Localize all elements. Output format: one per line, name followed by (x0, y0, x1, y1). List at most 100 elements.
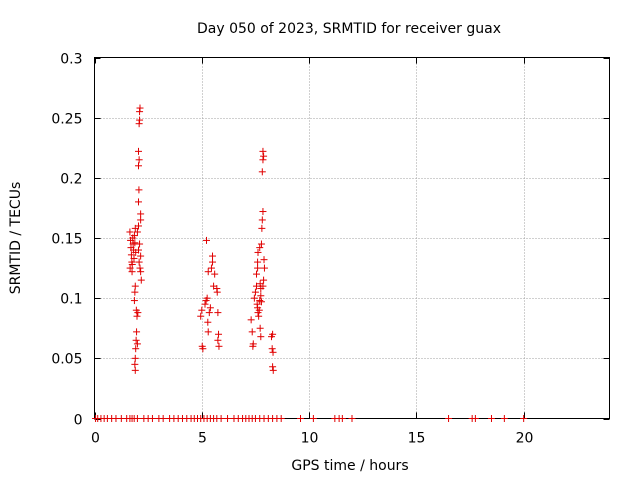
data-point (203, 236, 211, 244)
data-point (137, 210, 145, 218)
data-point (131, 360, 139, 368)
x-tick-label: 20 (516, 431, 534, 447)
data-point (131, 282, 139, 290)
data-point (248, 328, 256, 336)
data-point (348, 415, 356, 422)
data-point (135, 156, 143, 164)
data-point (258, 216, 266, 224)
data-point (133, 312, 141, 320)
data-point (133, 228, 141, 236)
data-point (277, 415, 285, 422)
data-point (257, 333, 265, 341)
y-tick-label: 0.2 (60, 172, 82, 188)
y-tick-label: 0 (74, 413, 83, 429)
data-point (254, 248, 262, 256)
data-point (131, 366, 139, 374)
x-tick-label: 15 (408, 431, 426, 447)
x-tick-label: 10 (301, 431, 319, 447)
data-point (254, 258, 262, 266)
data-point (204, 328, 212, 336)
data-point (133, 415, 141, 422)
y-tick-label: 0.15 (51, 232, 82, 248)
data-point (197, 312, 205, 320)
data-point (132, 345, 140, 353)
data-point (269, 366, 277, 374)
x-tick-label: 5 (198, 431, 207, 447)
y-tick-label: 0.05 (51, 352, 82, 368)
data-point (269, 348, 277, 356)
data-point (520, 415, 528, 422)
data-point (126, 228, 134, 236)
data-point (256, 244, 264, 252)
data-point (204, 268, 212, 276)
data-point (259, 208, 267, 216)
data-point (253, 270, 261, 278)
data-point (137, 216, 145, 224)
data-points (92, 104, 528, 422)
data-point (131, 288, 139, 296)
y-axis-label: SRMTID / TECUs (8, 182, 24, 295)
data-point (134, 246, 142, 254)
data-point (135, 186, 143, 194)
data-point (134, 198, 142, 206)
data-point (201, 300, 209, 308)
data-point (198, 306, 206, 314)
data-point (224, 415, 232, 422)
data-point (209, 252, 217, 260)
data-point (254, 264, 262, 272)
data-point (253, 282, 261, 290)
data-point (500, 415, 508, 422)
data-point (256, 324, 264, 332)
data-point (260, 256, 268, 264)
data-point (133, 340, 141, 348)
data-point (214, 309, 222, 317)
data-point (211, 270, 219, 278)
data-point (134, 309, 142, 317)
data-point (255, 306, 263, 314)
data-point (247, 316, 255, 324)
data-point (209, 258, 217, 266)
data-point (148, 415, 156, 422)
data-point (131, 239, 139, 247)
data-point (136, 116, 144, 124)
data-point (136, 104, 144, 112)
data-point (256, 297, 264, 305)
data-point (136, 264, 144, 272)
data-point (204, 318, 212, 326)
data-point (213, 288, 221, 296)
data-point (207, 264, 215, 272)
data-point (309, 415, 317, 422)
data-point (268, 345, 276, 353)
data-point (137, 268, 145, 276)
data-point (260, 276, 268, 284)
data-point (338, 415, 346, 422)
data-point (259, 156, 267, 164)
data-point (257, 298, 265, 306)
x-tick-label: 0 (91, 431, 100, 447)
y-tick-label: 0.25 (51, 112, 82, 128)
data-point (251, 288, 259, 296)
data-point (131, 354, 139, 362)
data-point (258, 224, 266, 232)
data-point (215, 330, 223, 338)
data-point (134, 147, 142, 155)
data-point (159, 415, 167, 422)
data-point (257, 240, 265, 248)
data-point (205, 309, 213, 317)
data-point (269, 363, 277, 371)
data-point (126, 264, 134, 272)
data-point (259, 282, 267, 290)
data-point (257, 292, 265, 300)
data-point (269, 330, 277, 338)
data-point (487, 415, 495, 422)
data-point (260, 264, 268, 272)
data-point (199, 345, 207, 353)
data-point (130, 232, 138, 240)
data-point (129, 240, 137, 248)
data-point (215, 342, 223, 350)
data-point (258, 168, 266, 176)
data-point (206, 304, 214, 312)
data-point (255, 312, 263, 320)
axis-ticks: 0 5 10 15 20 0 0.05 0.1 0.15 0.2 0.25 0.3 (51, 52, 610, 447)
